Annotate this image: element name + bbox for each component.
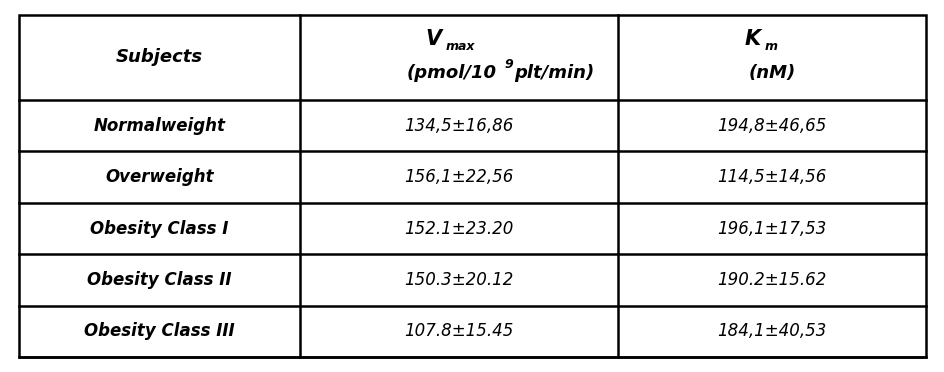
Text: 150.3±20.12: 150.3±20.12 xyxy=(404,271,514,289)
Text: Obesity Class III: Obesity Class III xyxy=(84,323,235,340)
Text: 194,8±46,65: 194,8±46,65 xyxy=(716,117,826,135)
Text: max: max xyxy=(446,40,475,53)
Text: 196,1±17,53: 196,1±17,53 xyxy=(716,219,826,238)
Text: 134,5±16,86: 134,5±16,86 xyxy=(404,117,514,135)
Text: K: K xyxy=(744,29,760,49)
Text: m: m xyxy=(764,40,777,53)
Text: 184,1±40,53: 184,1±40,53 xyxy=(716,323,826,340)
Text: plt/min): plt/min) xyxy=(514,64,594,82)
Text: (pmol/10: (pmol/10 xyxy=(407,64,497,82)
Text: V: V xyxy=(426,29,442,49)
Text: 152.1±23.20: 152.1±23.20 xyxy=(404,219,514,238)
Text: 9: 9 xyxy=(504,58,513,71)
Text: (nM): (nM) xyxy=(748,64,795,82)
Text: 114,5±14,56: 114,5±14,56 xyxy=(716,168,826,186)
Text: 156,1±22,56: 156,1±22,56 xyxy=(404,168,514,186)
Text: 107.8±15.45: 107.8±15.45 xyxy=(404,323,514,340)
Text: Overweight: Overweight xyxy=(105,168,213,186)
Text: 190.2±15.62: 190.2±15.62 xyxy=(716,271,826,289)
Text: Obesity Class II: Obesity Class II xyxy=(87,271,231,289)
Text: Normalweight: Normalweight xyxy=(93,117,226,135)
Text: Subjects: Subjects xyxy=(116,48,203,67)
Text: Obesity Class I: Obesity Class I xyxy=(91,219,228,238)
